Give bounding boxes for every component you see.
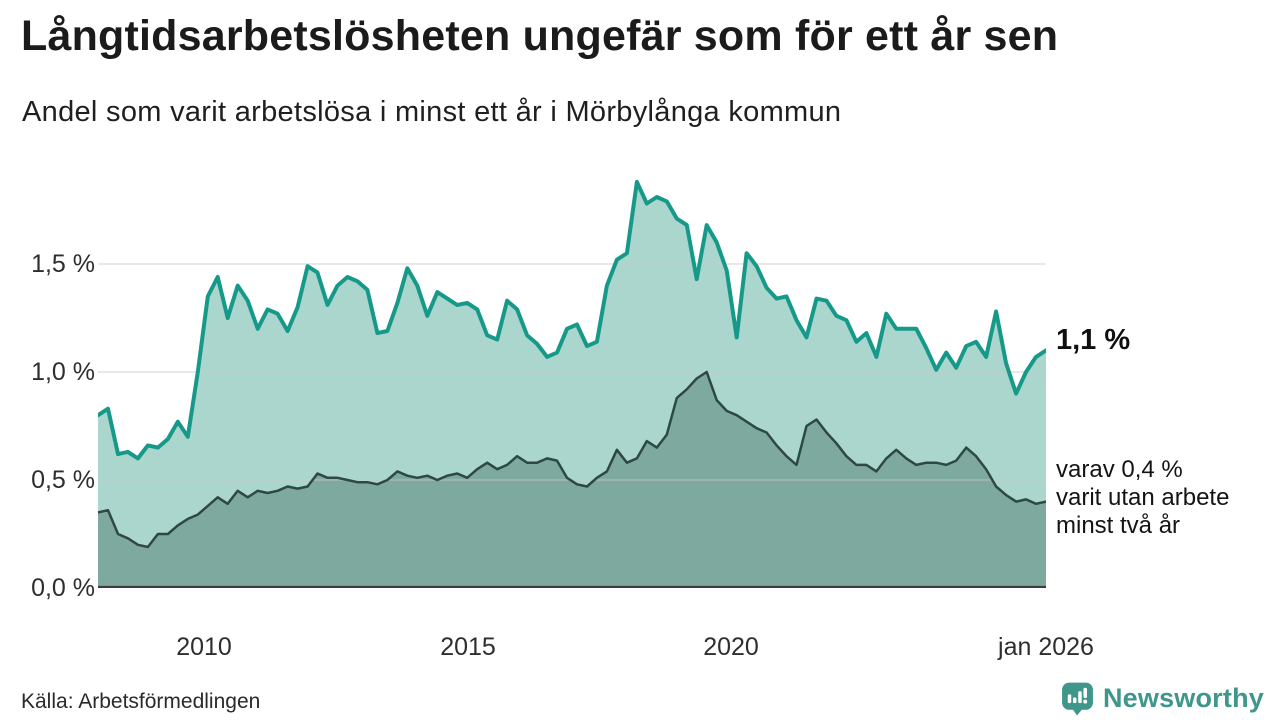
latest-value-label: 1,1 % — [1056, 324, 1131, 356]
series-line-1 — [98, 370, 1046, 549]
newsworthy-wordmark: Newsworthy — [1102, 682, 1264, 713]
secondary-series-label-line3: minst två år — [1056, 512, 1181, 539]
source-attribution: Källa: Arbetsförmedlingen — [21, 690, 261, 713]
area-chart-plot — [98, 179, 1046, 588]
series-line-0 — [98, 179, 1046, 461]
x-axis-tick-2020: 2020 — [703, 633, 759, 661]
secondary-series-label-line1: varav 0,4 % — [1056, 456, 1183, 483]
secondary-series-label: varav 0,4 % varit utan arbete minst två … — [1056, 456, 1229, 540]
secondary-series-label-line2: varit utan arbete — [1056, 484, 1230, 511]
chart-title: Långtidsarbetslösheten ungefär som för e… — [21, 12, 1059, 60]
y-axis-tick-0-0: 0,0 % — [31, 574, 95, 602]
x-axis-tick-2015: 2015 — [440, 633, 496, 661]
y-axis-tick-1-5: 1,5 % — [31, 250, 95, 278]
newsworthy-chart-bubble-icon — [1062, 682, 1093, 715]
y-axis-tick-1-0: 1,0 % — [31, 358, 95, 386]
series-area-1 — [98, 372, 1046, 588]
x-axis-tick-jan-2026: jan 2026 — [998, 633, 1094, 661]
y-axis-tick-0-5: 0,5 % — [31, 466, 95, 494]
newsworthy-logo: Newsworthy — [1059, 678, 1264, 718]
chart-subtitle: Andel som varit arbetslösa i minst ett å… — [22, 96, 842, 128]
x-axis-tick-2010: 2010 — [176, 633, 232, 661]
